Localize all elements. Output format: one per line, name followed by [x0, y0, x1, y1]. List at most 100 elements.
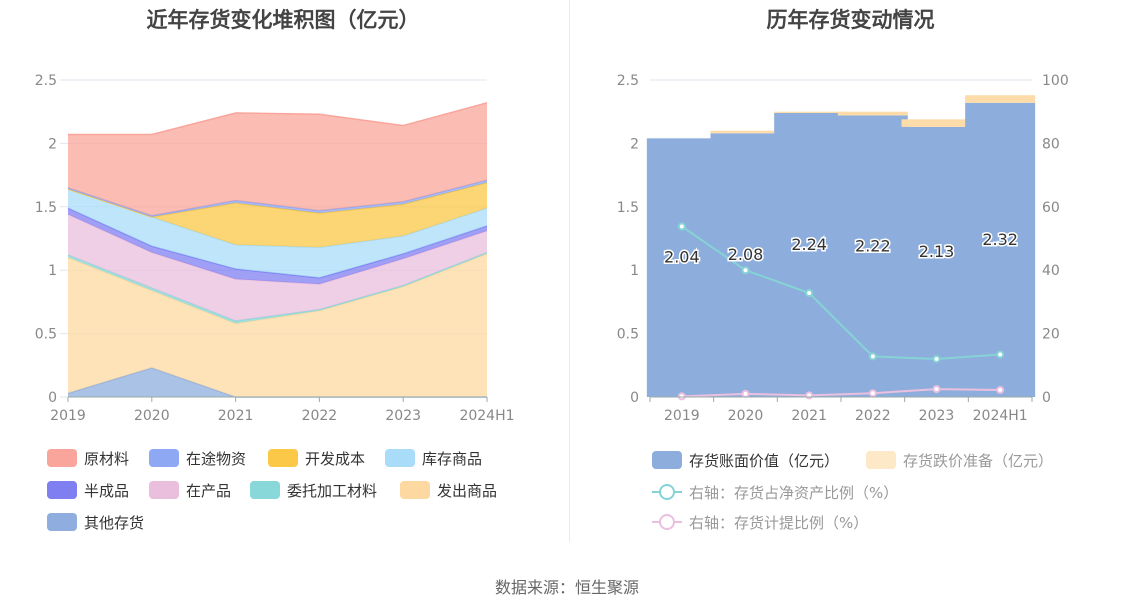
line-point [932, 354, 941, 363]
legend-line-swatch [652, 513, 682, 531]
legend-label: 开发成本 [305, 449, 366, 468]
bar-book-value [774, 112, 845, 397]
line-point [996, 386, 1005, 395]
bar-value-label: 2.08 [728, 245, 764, 264]
line-point [932, 385, 941, 394]
bar-impairment [710, 130, 781, 134]
legend-item-semi-finished[interactable]: 半成品 [47, 479, 129, 501]
legend-swatch [866, 451, 896, 469]
legend-item-impairment[interactable]: 存货跌价准备（亿元） [866, 449, 1053, 471]
y-tick-label: 2.5 [617, 73, 639, 89]
legend-item-wip[interactable]: 在产品 [149, 479, 231, 501]
legend-label: 在产品 [186, 481, 232, 500]
data-source: 数据来源：恒生聚源 [494, 578, 639, 597]
legend-item-provision-ratio[interactable]: 右轴：存货计提比例（%） [652, 511, 868, 533]
legend-item-raw-materials[interactable]: 原材料 [47, 447, 129, 469]
x-tick-label: 2022 [855, 408, 891, 424]
legend-label: 其他存货 [84, 513, 145, 532]
legend-item-outsourced[interactable]: 委托加工材料 [250, 479, 377, 501]
y2-tick-label: 100 [1042, 73, 1069, 89]
bar-value-label: 2.13 [919, 242, 955, 261]
line-point [868, 389, 877, 398]
x-tick-label: 2023 [385, 408, 421, 424]
legend-item-finished-goods[interactable]: 库存商品 [385, 447, 482, 469]
y-tick-label: 1.5 [35, 200, 57, 216]
y2-tick-label: 20 [1042, 327, 1060, 343]
bar-book-value [837, 115, 908, 397]
legend-swatch [47, 449, 77, 467]
legend-swatch [652, 451, 682, 469]
legend-item-other[interactable]: 其他存货 [47, 511, 144, 533]
y-tick-label: 0.5 [617, 327, 639, 343]
y-tick-label: 0 [630, 390, 639, 406]
area-库存商品 [68, 189, 487, 278]
line-point [868, 352, 877, 361]
bar-impairment [774, 111, 845, 113]
bar-book-value [646, 138, 717, 397]
y-tick-label: 1 [48, 263, 57, 279]
legend-label: 委托加工材料 [287, 481, 378, 500]
x-tick-label: 2022 [302, 408, 338, 424]
y2-tick-label: 40 [1042, 263, 1060, 279]
x-tick-label: 2020 [728, 408, 764, 424]
area-发出商品 [68, 253, 487, 397]
legend-swatch [385, 449, 415, 467]
line-point [741, 389, 750, 398]
legend-item-net-asset-ratio[interactable]: 右轴：存货占净资产比例（%） [652, 481, 898, 503]
area-开发成本 [68, 182, 487, 248]
x-tick-label: 2021 [791, 408, 827, 424]
left-chart-title: 近年存货变化堆积图（亿元） [146, 8, 420, 32]
area-原材料 [68, 102, 487, 216]
line-point [741, 266, 750, 275]
legend-label: 在途物资 [186, 449, 247, 468]
bar-book-value [965, 102, 1036, 397]
stacked-area-chart: 0 0.5 1 1.5 2 2.5 2019 2020 2021 2022 2023 2024H1 [35, 73, 515, 424]
bar-impairment [965, 95, 1036, 103]
x-tick-label: 2019 [50, 408, 86, 424]
legend-label: 存货账面价值（亿元） [689, 451, 840, 470]
legend-swatch [149, 481, 179, 499]
area-edge-line [68, 102, 488, 136]
legend-line-swatch [652, 483, 682, 501]
legend-label: 存货跌价准备（亿元） [903, 451, 1054, 470]
legend-label: 库存商品 [422, 449, 483, 468]
bar-impairment [901, 119, 972, 127]
bar-book-value [710, 133, 781, 398]
legend-label: 右轴：存货计提比例（%） [689, 513, 869, 532]
bar-value-label: 2.04 [664, 248, 700, 267]
y2-tick-label: 80 [1042, 136, 1060, 152]
line-point [805, 289, 814, 298]
legend-label: 发出商品 [437, 481, 498, 500]
y-tick-label: 1 [630, 263, 639, 279]
y-tick-label: 0 [48, 390, 57, 406]
y2-tick-label: 0 [1042, 390, 1051, 406]
line-point [805, 391, 814, 400]
y-tick-label: 2.5 [35, 73, 57, 89]
bar-value-label: 2.32 [982, 230, 1018, 249]
area-在产品 [68, 214, 487, 321]
legend-label: 右轴：存货占净资产比例（%） [689, 483, 899, 502]
legend-swatch [250, 481, 280, 499]
legend-label: 原材料 [84, 449, 130, 468]
x-tick-label: 2021 [218, 408, 254, 424]
line-point [677, 392, 686, 401]
bar-book-value [901, 126, 972, 397]
x-tick-label: 2020 [134, 408, 170, 424]
y-tick-label: 1.5 [617, 200, 639, 216]
legend-item-goods-shipped[interactable]: 发出商品 [400, 479, 497, 501]
legend-item-dev-cost[interactable]: 开发成本 [268, 447, 365, 469]
line-net-asset-ratio [681, 225, 1001, 360]
bar-value-label: 2.24 [791, 235, 827, 254]
x-tick-label: 2023 [919, 408, 955, 424]
area-半成品 [68, 208, 487, 285]
legend-item-book-value[interactable]: 存货账面价值（亿元） [652, 449, 839, 471]
legend-item-in-transit[interactable]: 在途物资 [149, 447, 246, 469]
legend-swatch [47, 513, 77, 531]
bar-impairment [837, 111, 908, 116]
legend-swatch [47, 481, 77, 499]
bar-value-label: 2.22 [855, 236, 891, 255]
panel-divider [569, 0, 570, 542]
line-point [996, 350, 1005, 359]
y-tick-label: 2 [630, 136, 639, 152]
legend-label: 半成品 [84, 481, 130, 500]
